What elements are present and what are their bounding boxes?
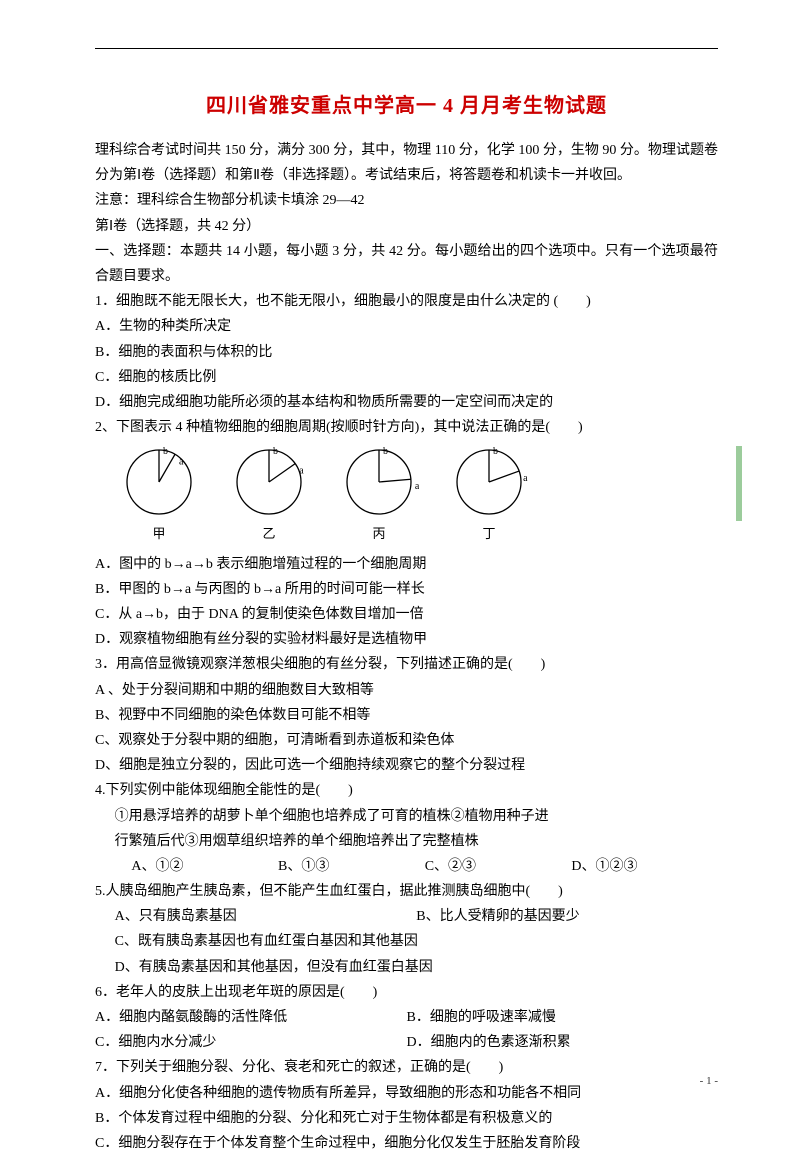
- green-highlight-bar: [736, 446, 742, 521]
- q6-opt-d: D．细胞内的色素逐渐积累: [407, 1030, 719, 1055]
- circle-label: 乙: [229, 522, 309, 545]
- question-3: 3．用高倍显微镜观察洋葱根尖细胞的有丝分裂，下列描述正确的是( ) A 、处于分…: [95, 652, 718, 778]
- svg-text:b: b: [163, 446, 168, 457]
- q3-opt-a: A 、处于分裂间期和中期的细胞数目大致相等: [95, 678, 718, 703]
- intro-p1: 理科综合考试时间共 150 分，满分 300 分，其中，物理 110 分，化学 …: [95, 138, 718, 188]
- q6-stem: 6．老年人的皮肤上出现老年斑的原因是( ): [95, 980, 718, 1005]
- svg-text:b: b: [493, 446, 498, 457]
- cell-cycle-circle: b a 丁: [449, 446, 529, 545]
- q4-sub1: ①用悬浮培养的胡萝卜单个细胞也培养成了可育的植株②植物用种子进: [95, 804, 718, 829]
- question-1: 1．细胞既不能无限长大，也不能无限小，细胞最小的限度是由什么决定的 ( ) A．…: [95, 289, 718, 415]
- q4-sub2: 行繁殖后代③用烟草组织培养的单个细胞培养出了完整植株: [95, 829, 718, 854]
- q2-opt-c: C．从 a→b，由于 DNA 的复制使染色体数目增加一倍: [95, 602, 718, 627]
- q2-diagram: b a 甲 b a 乙 b a 丙 b a 丁: [119, 446, 718, 545]
- pie-icon: b a: [449, 446, 529, 520]
- q7-stem: 7．下列关于细胞分裂、分化、衰老和死亡的叙述，正确的是( ): [95, 1055, 718, 1080]
- intro-p4: 一、选择题：本题共 14 小题，每小题 3 分，共 42 分。每小题给出的四个选…: [95, 239, 718, 289]
- q7-opt-b: B．个体发育过程中细胞的分裂、分化和死亡对于生物体都是有积极意义的: [95, 1106, 718, 1131]
- cell-cycle-circle: b a 丙: [339, 446, 419, 545]
- page-title: 四川省雅安重点中学高一 4 月月考生物试题: [95, 88, 718, 124]
- q4-opt-d: D、①②③: [571, 854, 718, 879]
- cell-cycle-circle: b a 乙: [229, 446, 309, 545]
- q4-options: A、①② B、①③ C、②③ D、①②③: [95, 854, 718, 879]
- circle-label: 丙: [339, 522, 419, 545]
- q2-opt-a: A．图中的 b→a→b 表示细胞增殖过程的一个细胞周期: [95, 552, 718, 577]
- pie-icon: b a: [119, 446, 199, 520]
- intro-block: 理科综合考试时间共 150 分，满分 300 分，其中，物理 110 分，化学 …: [95, 138, 718, 289]
- svg-text:a: a: [415, 481, 419, 492]
- q6-opt-c: C．细胞内水分减少: [95, 1030, 407, 1055]
- q6-opt-a: A．细胞内酪氨酸酶的活性降低: [95, 1005, 407, 1030]
- q5-opt-d: D、有胰岛素基因和其他基因，但没有血红蛋白基因: [95, 955, 718, 980]
- intro-p3: 第Ⅰ卷（选择题，共 42 分）: [95, 214, 718, 239]
- q5-stem: 5.人胰岛细胞产生胰岛素，但不能产生血红蛋白，据此推测胰岛细胞中( ): [95, 879, 718, 904]
- question-7: 7．下列关于细胞分裂、分化、衰老和死亡的叙述，正确的是( ) A．细胞分化使各种…: [95, 1055, 718, 1156]
- q3-stem: 3．用高倍显微镜观察洋葱根尖细胞的有丝分裂，下列描述正确的是( ): [95, 652, 718, 677]
- q5-opt-a: A、只有胰岛素基因: [115, 904, 417, 929]
- question-4: 4.下列实例中能体现细胞全能性的是( ) ①用悬浮培养的胡萝卜单个细胞也培养成了…: [95, 778, 718, 879]
- q2-stem: 2、下图表示 4 种植物细胞的细胞周期(按顺时针方向)，其中说法正确的是( ): [95, 415, 718, 440]
- circle-label: 甲: [119, 522, 199, 545]
- q1-opt-d: D．细胞完成细胞功能所必须的基本结构和物质所需要的一定空间而决定的: [95, 390, 718, 415]
- question-5: 5.人胰岛细胞产生胰岛素，但不能产生血红蛋白，据此推测胰岛细胞中( ) A、只有…: [95, 879, 718, 980]
- q1-opt-c: C．细胞的核质比例: [95, 365, 718, 390]
- q6-opts-row2: C．细胞内水分减少 D．细胞内的色素逐渐积累: [95, 1030, 718, 1055]
- svg-text:a: a: [523, 473, 528, 484]
- q6-opts-row1: A．细胞内酪氨酸酶的活性降低 B．细胞的呼吸速率减慢: [95, 1005, 718, 1030]
- svg-text:a: a: [299, 466, 304, 477]
- svg-text:b: b: [273, 446, 278, 457]
- q3-opt-d: D、细胞是独立分裂的，因此可选一个细胞持续观察它的整个分裂过程: [95, 753, 718, 778]
- q4-opt-a: A、①②: [131, 854, 278, 879]
- q3-opt-c: C、观察处于分裂中期的细胞，可清晰看到赤道板和染色体: [95, 728, 718, 753]
- q3-opt-b: B、视野中不同细胞的染色体数目可能不相等: [95, 703, 718, 728]
- q1-opt-b: B．细胞的表面积与体积的比: [95, 340, 718, 365]
- intro-p2: 注意：理科综合生物部分机读卡填涂 29—42: [95, 188, 718, 213]
- question-6: 6．老年人的皮肤上出现老年斑的原因是( ) A．细胞内酪氨酸酶的活性降低 B．细…: [95, 980, 718, 1056]
- question-2: 2、下图表示 4 种植物细胞的细胞周期(按顺时针方向)，其中说法正确的是( ) …: [95, 415, 718, 652]
- q4-opt-c: C、②③: [425, 854, 572, 879]
- q7-opt-c: C．细胞分裂存在于个体发育整个生命过程中，细胞分化仅发生于胚胎发育阶段: [95, 1131, 718, 1156]
- top-border-line: [95, 48, 718, 49]
- pie-icon: b a: [339, 446, 419, 520]
- q5-opt-b: B、比人受精卵的基因要少: [416, 904, 718, 929]
- q5-opt-c: C、既有胰岛素基因也有血红蛋白基因和其他基因: [95, 929, 718, 954]
- cell-cycle-circle: b a 甲: [119, 446, 199, 545]
- q6-opt-b: B．细胞的呼吸速率减慢: [407, 1005, 719, 1030]
- q1-opt-a: A．生物的种类所决定: [95, 314, 718, 339]
- q1-stem: 1．细胞既不能无限长大，也不能无限小，细胞最小的限度是由什么决定的 ( ): [95, 289, 718, 314]
- page-number: - 1 -: [700, 1072, 718, 1092]
- q7-opt-a: A．细胞分化使各种细胞的遗传物质有所差异，导致细胞的形态和功能各不相同: [95, 1081, 718, 1106]
- q2-opt-d: D．观察植物细胞有丝分裂的实验材料最好是选植物甲: [95, 627, 718, 652]
- q2-opt-b: B．甲图的 b→a 与丙图的 b→a 所用的时间可能一样长: [95, 577, 718, 602]
- q4-opt-b: B、①③: [278, 854, 425, 879]
- circle-label: 丁: [449, 522, 529, 545]
- svg-text:b: b: [383, 446, 388, 457]
- q4-stem: 4.下列实例中能体现细胞全能性的是( ): [95, 778, 718, 803]
- q5-opts-row1: A、只有胰岛素基因 B、比人受精卵的基因要少: [95, 904, 718, 929]
- svg-text:a: a: [179, 457, 184, 468]
- pie-icon: b a: [229, 446, 309, 520]
